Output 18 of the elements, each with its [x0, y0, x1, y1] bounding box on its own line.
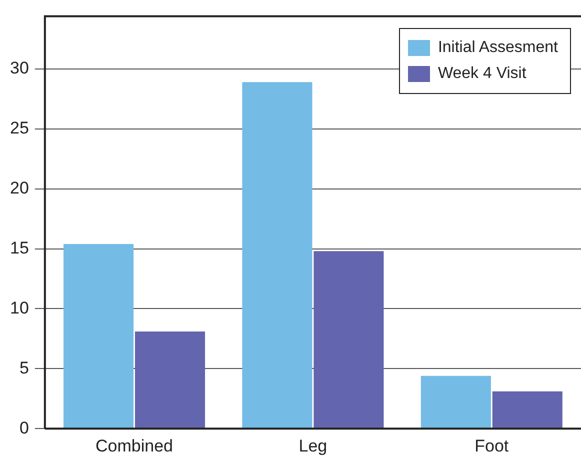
- y-tick-label: 20: [10, 178, 29, 198]
- bar: [242, 82, 312, 428]
- y-tick-label: 30: [10, 58, 29, 78]
- legend-label: Initial Assesment: [438, 39, 558, 57]
- x-tick-label: Combined: [96, 436, 174, 456]
- x-tick-label: Leg: [298, 436, 328, 456]
- y-tick-label: 15: [10, 238, 29, 258]
- y-tick-label: 0: [19, 418, 29, 438]
- bar: [492, 391, 562, 428]
- bar: [314, 251, 384, 428]
- bar: [420, 376, 491, 428]
- x-tick-label: Foot: [474, 436, 509, 456]
- y-tick-label: 5: [19, 358, 29, 378]
- bar: [134, 331, 206, 428]
- y-tick-label: 10: [10, 298, 29, 318]
- legend-label: Week 4 Visit: [438, 65, 526, 83]
- bar: [63, 244, 134, 428]
- y-tick-label: 25: [10, 118, 29, 138]
